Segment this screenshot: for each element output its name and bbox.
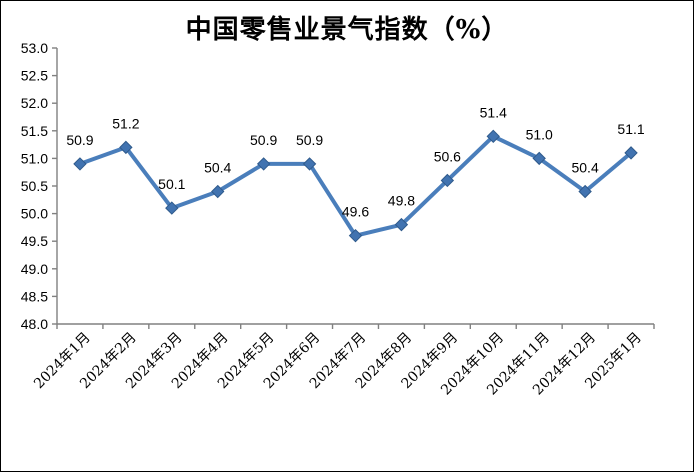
y-tick-label: 49.5 (21, 233, 48, 249)
y-tick-label: 50.5 (21, 178, 48, 194)
data-point-label: 49.8 (388, 193, 415, 209)
y-tick-label: 48.5 (21, 288, 48, 304)
data-point-label: 49.6 (342, 204, 369, 220)
data-point-label: 50.6 (434, 148, 461, 164)
data-point-label: 51.4 (480, 104, 507, 120)
data-point-marker (119, 140, 133, 155)
data-point-marker (211, 184, 225, 199)
data-point-marker (532, 151, 546, 166)
data-point-label: 51.0 (526, 126, 553, 142)
data-point-label: 50.1 (158, 176, 185, 192)
data-point-marker (440, 173, 455, 188)
y-tick-label: 52.5 (21, 68, 48, 84)
data-point-marker (302, 157, 317, 171)
y-tick-label: 50.0 (21, 206, 48, 222)
data-point-marker (256, 157, 271, 171)
data-point-label: 50.9 (296, 132, 323, 148)
data-point-label: 50.4 (571, 160, 598, 176)
data-point-label: 51.2 (112, 115, 139, 131)
chart-title: 中国零售业景气指数（%） (185, 15, 509, 45)
data-point-marker (394, 217, 409, 232)
data-point-label: 51.1 (617, 121, 644, 137)
data-point-marker (624, 146, 638, 160)
y-tick-label: 53.0 (21, 40, 48, 56)
y-tick-label: 51.5 (21, 123, 48, 139)
data-point-marker (165, 201, 179, 215)
y-tick-label: 52.0 (21, 95, 48, 111)
data-point-label: 50.9 (66, 132, 93, 148)
data-point-marker (486, 129, 500, 144)
y-tick-label: 48.0 (21, 316, 48, 332)
data-point-marker (348, 228, 363, 243)
data-point-marker (578, 184, 592, 199)
data-point-label: 50.4 (204, 160, 231, 176)
y-tick-label: 51.0 (21, 150, 48, 166)
y-tick-label: 49.0 (21, 261, 48, 277)
data-point-marker (73, 157, 87, 171)
data-point-label: 50.9 (250, 132, 277, 148)
